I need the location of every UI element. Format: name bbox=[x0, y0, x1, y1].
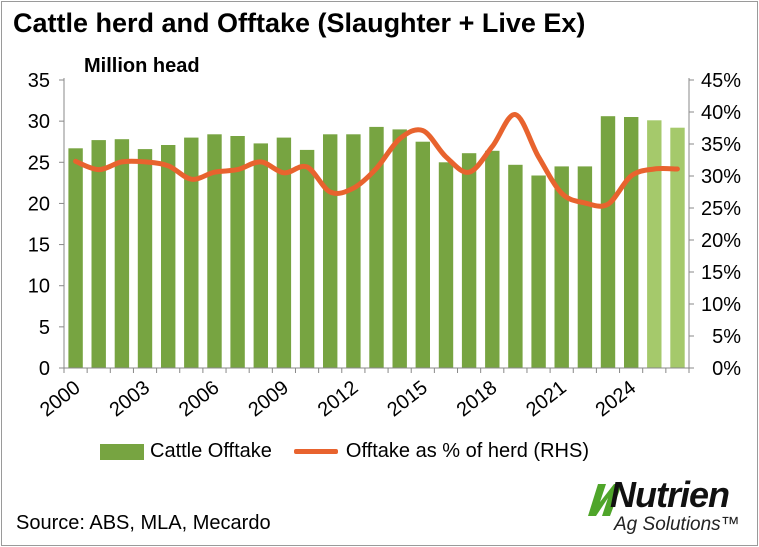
legend-item-offtake: Cattle Offtake bbox=[100, 440, 272, 463]
source-note: Source: ABS, MLA, Mecardo bbox=[16, 512, 271, 534]
bar-2009 bbox=[276, 137, 292, 368]
x-tick-label: 2015 bbox=[383, 377, 432, 422]
left-tick-label: 10 bbox=[28, 276, 50, 298]
bar-2014 bbox=[392, 129, 407, 368]
bar-2024 bbox=[624, 117, 639, 368]
bar-2018 bbox=[485, 150, 500, 368]
left-tick-label: 25 bbox=[28, 152, 50, 174]
bar-2016 bbox=[438, 162, 454, 368]
bar-2007 bbox=[230, 136, 245, 368]
nutrien-leaf-icon bbox=[588, 484, 622, 516]
chart-title: Cattle herd and Offtake (Slaughter + Liv… bbox=[13, 8, 586, 38]
bar-2013 bbox=[369, 126, 384, 369]
x-tick-label: 2024 bbox=[592, 377, 641, 422]
bar-2000 bbox=[68, 148, 83, 368]
bar-2010 bbox=[299, 149, 315, 368]
x-tick-label: 2021 bbox=[522, 377, 571, 422]
x-tick-label: 2000 bbox=[36, 377, 85, 422]
bar-2020 bbox=[531, 175, 546, 368]
y-axis-label: Million head bbox=[84, 55, 200, 77]
right-tick-label: 20% bbox=[701, 230, 741, 252]
left-tick-label: 20 bbox=[28, 193, 50, 215]
x-tick-label: 2003 bbox=[105, 377, 154, 422]
bar-2021 bbox=[554, 166, 569, 368]
left-tick-label: 0 bbox=[39, 358, 50, 380]
left-tick-label: 35 bbox=[28, 70, 50, 92]
right-tick-label: 30% bbox=[701, 166, 741, 188]
right-tick-label: 25% bbox=[701, 198, 741, 220]
left-tick-label: 5 bbox=[39, 317, 50, 339]
right-tick-label: 15% bbox=[701, 262, 741, 284]
legend-label-offtake: Cattle Offtake bbox=[150, 440, 272, 462]
legend-swatch-bar bbox=[100, 443, 144, 460]
bar-2025 bbox=[647, 120, 662, 368]
x-tick-label: 2012 bbox=[314, 377, 363, 422]
legend-label-percent: Offtake as % of herd (RHS) bbox=[345, 440, 589, 462]
line-series bbox=[73, 112, 680, 209]
bar-2026 bbox=[670, 127, 685, 368]
bar-2011 bbox=[323, 134, 338, 368]
x-tick-label: 2006 bbox=[175, 377, 224, 422]
bar-2001 bbox=[91, 140, 106, 368]
right-tick-label: 40% bbox=[701, 102, 741, 124]
bar-2004 bbox=[161, 145, 176, 368]
right-tick-label: 10% bbox=[701, 294, 741, 316]
bar-2019 bbox=[508, 164, 523, 368]
right-tick-label: 35% bbox=[701, 134, 741, 156]
left-tick-label: 30 bbox=[28, 111, 50, 133]
bar-2017 bbox=[461, 153, 477, 368]
bar-2012 bbox=[346, 134, 361, 368]
legend: Cattle Offtake Offtake as % of herd (RHS… bbox=[100, 440, 611, 463]
bar-2005 bbox=[184, 137, 199, 368]
logo-subtitle: Ag Solutions™ bbox=[614, 514, 740, 535]
bar-2003 bbox=[137, 149, 153, 368]
bar-2002 bbox=[114, 139, 130, 368]
bar-2006 bbox=[207, 134, 222, 368]
chart-plot: 0 5 10 15 20 25 30 35 0% 5% 10% 15% 20% 25% 30% 35% 40% 4… bbox=[28, 70, 741, 422]
bar-2015 bbox=[415, 141, 430, 368]
x-tick-label: 2018 bbox=[453, 377, 502, 422]
bar-2022 bbox=[577, 166, 593, 368]
nutrien-logo: Nutrien Ag Solutions™ bbox=[584, 474, 748, 536]
bar-2008 bbox=[253, 143, 268, 368]
x-tick-label: 2009 bbox=[244, 377, 293, 422]
legend-item-percent: Offtake as % of herd (RHS) bbox=[293, 440, 589, 463]
logo-wordmark: Nutrien bbox=[610, 474, 730, 515]
right-tick-label: 45% bbox=[701, 70, 741, 92]
bar-series bbox=[68, 116, 685, 369]
bar-2023 bbox=[600, 116, 616, 368]
left-tick-label: 15 bbox=[28, 235, 50, 257]
offtake-percent-line bbox=[73, 112, 680, 209]
right-tick-label: 0% bbox=[712, 358, 741, 380]
right-tick-label: 5% bbox=[712, 326, 741, 348]
legend-swatch-line bbox=[293, 449, 338, 454]
